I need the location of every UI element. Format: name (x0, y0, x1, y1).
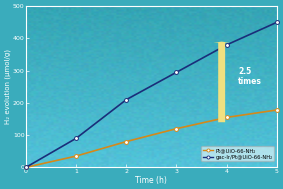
gac-Ir/Pt@UiO-66-NH₂ (225, 44, 228, 46)
Pt@UiO-66-NH₂ (125, 140, 128, 143)
X-axis label: Time (h): Time (h) (136, 176, 167, 185)
Legend: Pt@UiO-66-NH₂, gac-Ir/Pt@UiO-66-NH₂: Pt@UiO-66-NH₂, gac-Ir/Pt@UiO-66-NH₂ (201, 146, 274, 161)
Y-axis label: H₂ evolution (μmol/g): H₂ evolution (μmol/g) (4, 49, 11, 124)
Line: Pt@UiO-66-NH₂: Pt@UiO-66-NH₂ (24, 108, 279, 169)
gac-Ir/Pt@UiO-66-NH₂ (275, 21, 278, 23)
Pt@UiO-66-NH₂ (74, 155, 78, 157)
Pt@UiO-66-NH₂ (175, 128, 178, 130)
gac-Ir/Pt@UiO-66-NH₂ (24, 166, 27, 169)
Pt@UiO-66-NH₂ (24, 166, 27, 169)
Pt@UiO-66-NH₂ (275, 109, 278, 111)
gac-Ir/Pt@UiO-66-NH₂ (125, 98, 128, 101)
gac-Ir/Pt@UiO-66-NH₂ (74, 137, 78, 139)
Line: gac-Ir/Pt@UiO-66-NH₂: gac-Ir/Pt@UiO-66-NH₂ (24, 20, 279, 169)
Pt@UiO-66-NH₂ (225, 116, 228, 119)
Text: 2.5
times: 2.5 times (238, 67, 262, 86)
gac-Ir/Pt@UiO-66-NH₂ (175, 71, 178, 73)
